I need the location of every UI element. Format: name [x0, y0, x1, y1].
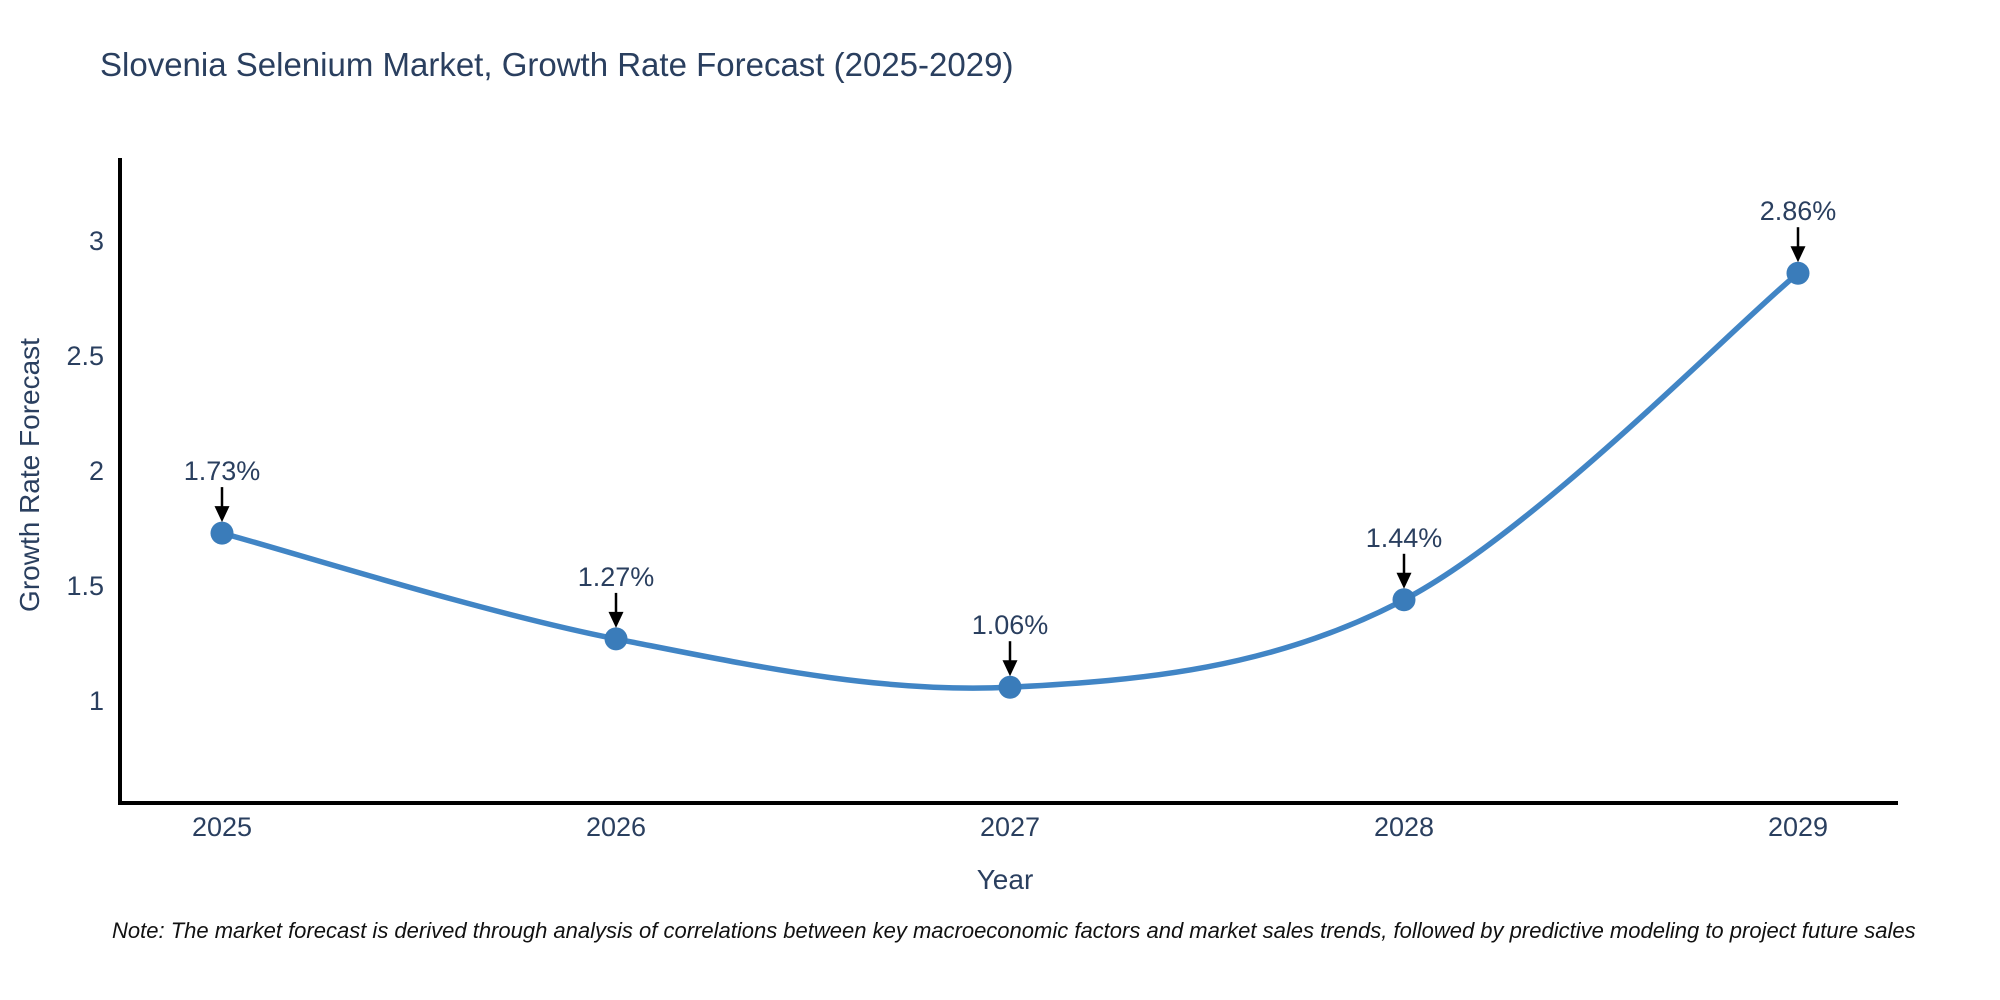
annotation-arrowhead: [1002, 660, 1018, 677]
data-point-marker[interactable]: [1786, 261, 1810, 285]
annotation-arrowhead: [608, 611, 624, 628]
annotation-arrowhead: [214, 506, 230, 523]
x-tick-label: 2028: [1374, 812, 1434, 842]
data-point-marker[interactable]: [604, 627, 628, 651]
point-label: 1.44%: [1366, 523, 1443, 553]
annotation-arrowhead: [1396, 572, 1412, 589]
y-tick-label: 3: [89, 226, 104, 256]
y-tick-label: 1: [89, 686, 104, 716]
x-tick-label: 2029: [1768, 812, 1828, 842]
y-tick-label: 2: [89, 456, 104, 486]
point-label: 1.73%: [184, 456, 261, 486]
footnote: Note: The market forecast is derived thr…: [112, 918, 1916, 943]
x-tick-label: 2027: [980, 812, 1040, 842]
point-label: 1.06%: [972, 610, 1049, 640]
data-point-marker[interactable]: [1392, 588, 1416, 612]
x-axis-title: Year: [976, 864, 1034, 895]
data-point-marker[interactable]: [210, 521, 234, 545]
y-tick-label: 1.5: [66, 571, 104, 601]
x-tick-label: 2026: [586, 812, 646, 842]
point-label: 1.27%: [578, 562, 655, 592]
x-tick-label: 2025: [192, 812, 252, 842]
chart-title: Slovenia Selenium Market, Growth Rate Fo…: [100, 46, 1014, 83]
data-point-marker[interactable]: [998, 675, 1022, 699]
y-tick-label: 2.5: [66, 341, 104, 371]
annotation-arrowhead: [1790, 246, 1806, 263]
point-label: 2.86%: [1760, 196, 1837, 226]
